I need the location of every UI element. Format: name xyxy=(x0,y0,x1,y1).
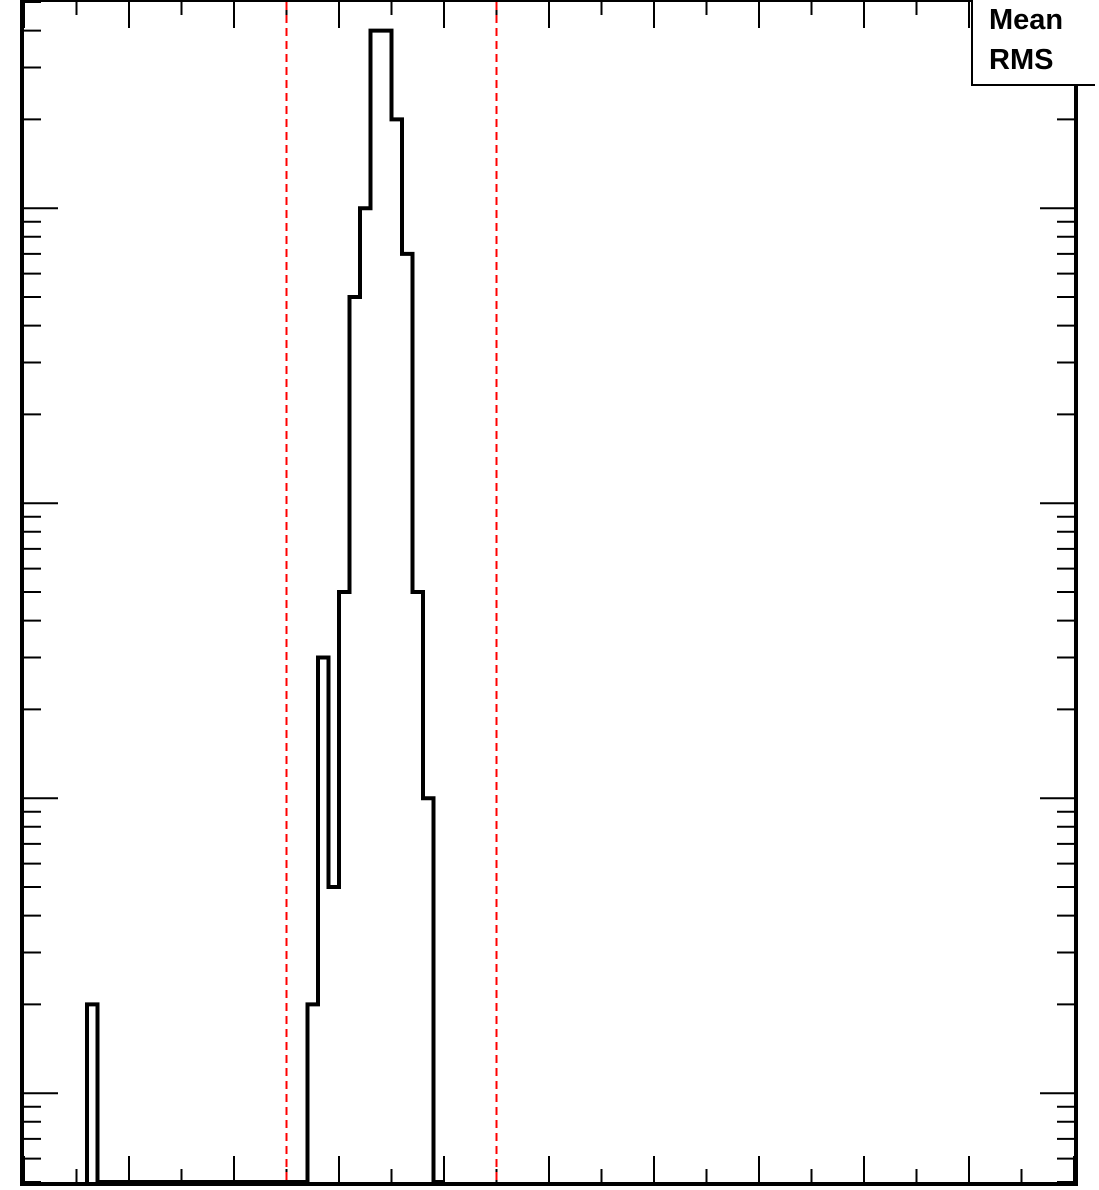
stats-box: Mean RMS xyxy=(971,0,1095,86)
stats-rms-label: RMS xyxy=(989,44,1054,76)
histogram-line xyxy=(85,28,444,1184)
axis-ticks xyxy=(23,1,1075,1183)
plot-frame xyxy=(20,0,1078,1186)
stats-mean-label: Mean xyxy=(989,4,1064,36)
reference-lines xyxy=(285,2,498,1182)
